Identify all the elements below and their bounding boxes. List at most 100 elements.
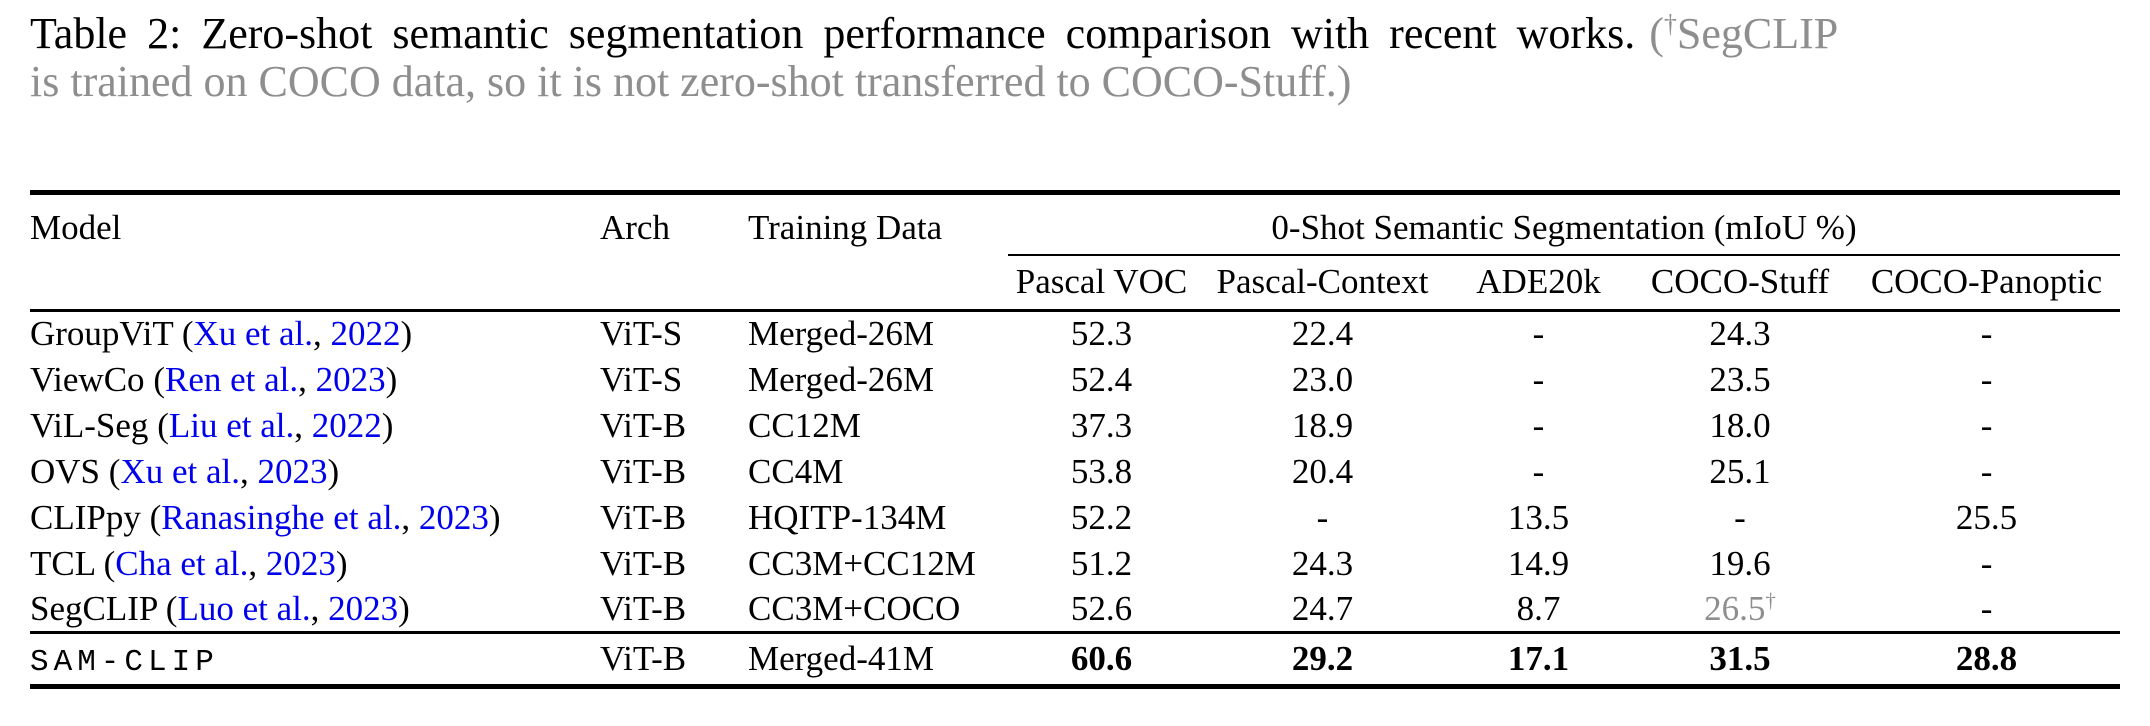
metric-cell: -	[1853, 311, 2120, 357]
metric-cell: 51.2	[1008, 541, 1195, 587]
caption-line-1: Table 2: Zero-shot semantic segmentation…	[30, 10, 2120, 58]
citation-open-paren: (	[144, 359, 165, 399]
citation-authors-link[interactable]: Liu et al.	[168, 405, 295, 445]
metric-cell: 8.7	[1450, 587, 1627, 633]
metric-cell: 19.6	[1627, 541, 1853, 587]
citation-authors-link[interactable]: Cha et al.	[115, 543, 249, 583]
training-data-cell: CC3M+COCO	[748, 588, 961, 628]
column-group-header-miou: 0-Shot Semantic Segmentation (mIoU %)	[1008, 192, 2121, 256]
metric-cell: 18.0	[1627, 403, 1853, 449]
citation-authors-link[interactable]: Xu et al.	[193, 314, 314, 354]
citation-year-link[interactable]: 2023	[257, 451, 328, 491]
metric-value: 28.8	[1955, 639, 2018, 678]
metric-value: 19.6	[1709, 543, 1771, 583]
metric-cell: 13.5	[1450, 495, 1627, 541]
metric-value: 60.6	[1070, 639, 1133, 678]
table-row: OVS (Xu et al., 2023) ViT-B CC4M 53.8 20.4-2…	[30, 449, 2120, 495]
citation-open-paren: (	[148, 405, 169, 445]
dagger-icon: †	[1765, 588, 1776, 613]
citation-authors-link[interactable]: Luo et al.	[177, 588, 311, 628]
metric-value: 17.1	[1507, 639, 1570, 678]
arch-cell: ViT-B	[600, 543, 687, 583]
citation-authors-link[interactable]: Ranasinghe et al.	[161, 497, 402, 537]
metric-cell: 26.5†	[1627, 587, 1853, 633]
metric-value: 13.5	[1507, 497, 1570, 537]
metric-value: -	[1532, 314, 1545, 354]
metric-cell: 18.9	[1195, 403, 1450, 449]
citation-separator: ,	[239, 451, 258, 491]
page: Table 2: Zero-shot semantic segmentation…	[30, 10, 2121, 689]
citation-year-link[interactable]: 2023	[328, 588, 399, 628]
citation-open-paren: (	[140, 497, 162, 537]
table-caption: Table 2: Zero-shot semantic segmentation…	[30, 10, 2120, 106]
metric-cell: -	[1853, 541, 2120, 587]
metric-cell: -	[1853, 357, 2120, 403]
column-header-model: Model	[30, 192, 600, 312]
citation-close-paren: )	[381, 405, 394, 445]
table-row: SegCLIP (Luo et al., 2023) ViT-B CC3M+COCO…	[30, 587, 2120, 633]
metric-cell: -	[1853, 449, 2120, 495]
metric-value: 31.5	[1709, 639, 1771, 678]
table-row: ViL-Seg (Liu et al., 2022) ViT-B CC12M 37.3…	[30, 403, 2120, 449]
citation-authors-link[interactable]: Ren et al.	[164, 359, 299, 399]
column-header-arch: Arch	[600, 192, 748, 312]
citation-year-link[interactable]: 2023	[265, 543, 336, 583]
citation-year-link[interactable]: 2023	[418, 497, 489, 537]
citation-open-paren: (	[94, 543, 116, 583]
metric-cell: -	[1450, 449, 1627, 495]
metric-value: 24.7	[1291, 588, 1354, 628]
metric-value: 29.2	[1291, 639, 1354, 678]
citation-separator: ,	[294, 405, 312, 445]
metric-cell: 37.3	[1008, 403, 1195, 449]
citation-open-paren: (	[100, 451, 121, 491]
citation-year-link[interactable]: 2023	[315, 359, 386, 399]
citation-separator: ,	[401, 497, 419, 537]
metric-cell: -	[1853, 403, 2120, 449]
metric-value: 24.3	[1709, 314, 1771, 354]
citation-open-paren: (	[173, 314, 194, 354]
arch-cell: ViT-B	[600, 405, 687, 445]
column-header-coco-panoptic: COCO-Panoptic	[1853, 254, 2121, 312]
column-header-training-data: Training Data	[748, 192, 1008, 312]
metric-value: 53.8	[1070, 451, 1133, 491]
metric-cell: 22.4	[1195, 311, 1450, 357]
model-cell: ViL-Seg (Liu et al., 2022)	[30, 403, 600, 449]
model-name: SegCLIP	[30, 588, 158, 628]
model-name: CLIPpy	[30, 497, 141, 537]
metric-value: -	[1980, 543, 1993, 583]
citation-year-link[interactable]: 2022	[330, 314, 401, 354]
metric-cell: -	[1450, 403, 1627, 449]
table-header: Model Arch Training Data 0-Shot Semantic…	[30, 192, 2121, 312]
citation-open-paren: (	[157, 588, 178, 628]
metric-cell: -	[1450, 311, 1627, 357]
arch-cell: ViT-B	[600, 631, 748, 687]
citation-close-paren: )	[385, 359, 398, 399]
metric-value: 20.4	[1291, 451, 1354, 491]
training-data-cell: CC12M	[748, 405, 861, 445]
column-header-coco-stuff: COCO-Stuff	[1627, 254, 1853, 312]
table-row: SAM-CLIP ViT-B Merged-41M 60.6 29.2 17.1 31.5 2…	[30, 631, 2121, 687]
caption-note-paren: (	[1649, 9, 1664, 58]
citation-authors-link[interactable]: Xu et al.	[120, 451, 240, 491]
metric-cell: 14.9	[1450, 541, 1627, 587]
citation-close-paren: )	[488, 497, 501, 537]
metric-value: 18.9	[1291, 405, 1354, 445]
citation-year-link[interactable]: 2022	[311, 405, 382, 445]
arch-cell: ViT-B	[600, 451, 687, 491]
model-cell: ViewCo (Ren et al., 2023)	[30, 357, 600, 403]
metric-cell: 31.5	[1627, 631, 1853, 687]
metric-cell: 28.8	[1853, 631, 2121, 687]
model-cell: SAM-CLIP	[30, 631, 600, 687]
arch-cell: ViT-S	[600, 359, 683, 399]
model-name: SAM-CLIP	[30, 644, 219, 680]
results-table: Model Arch Training Data 0-Shot Semantic…	[30, 190, 2121, 689]
model-name: ViL-Seg	[30, 405, 149, 445]
metric-cell: 29.2	[1195, 631, 1450, 687]
metric-cell: -	[1627, 495, 1853, 541]
column-header-pascal-voc: Pascal VOC	[1008, 254, 1195, 312]
column-header-ade20k: ADE20k	[1450, 254, 1627, 312]
metric-value: 14.9	[1507, 543, 1570, 583]
training-data-cell: CC4M	[748, 451, 844, 491]
caption-note-name: SegCLIP	[1676, 9, 1839, 58]
model-name: GroupViT	[30, 314, 174, 354]
